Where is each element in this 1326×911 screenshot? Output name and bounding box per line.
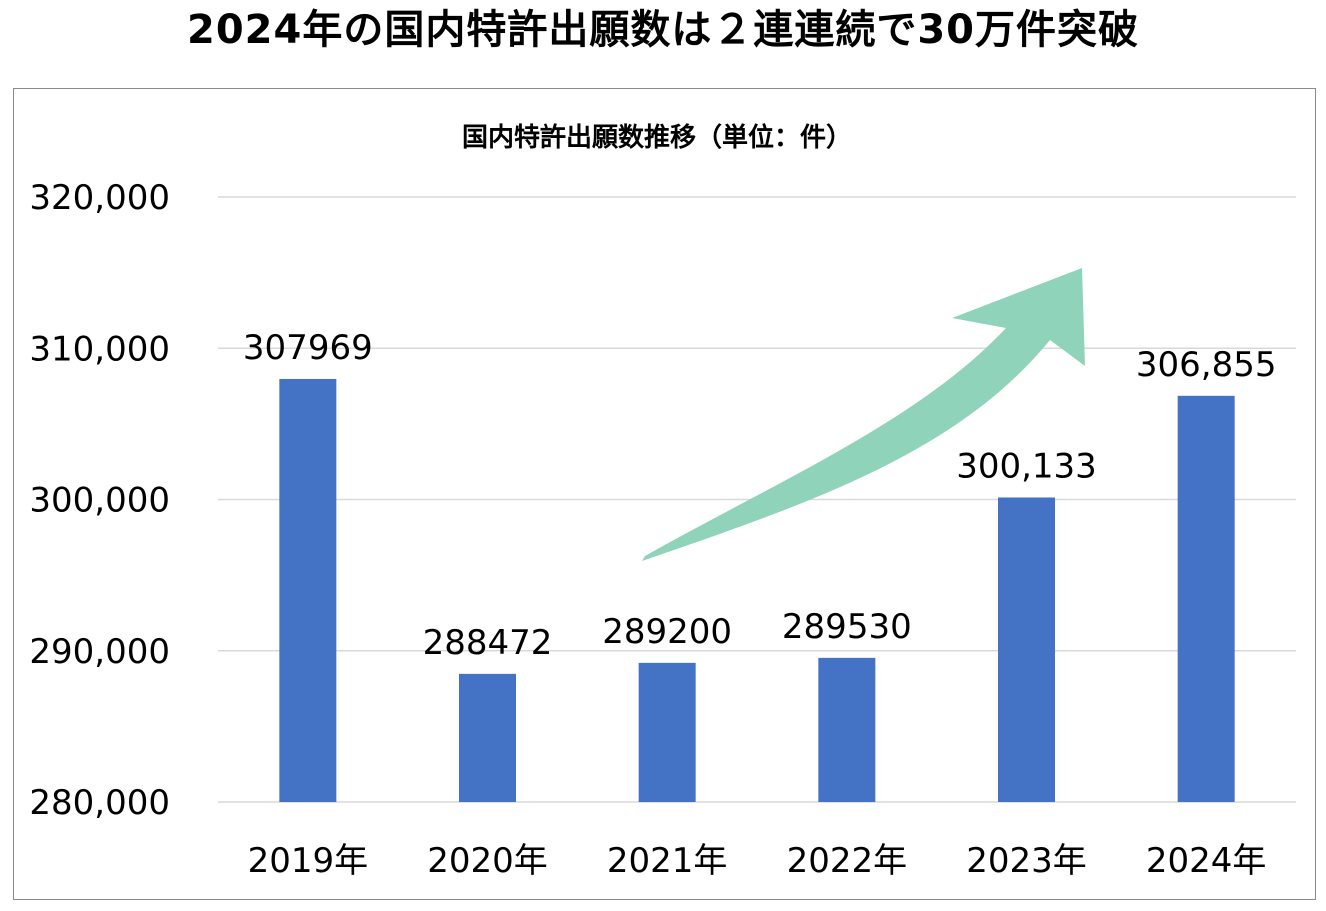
- y-tick-label: 290,000: [29, 632, 170, 672]
- bar: [639, 663, 696, 802]
- x-tick-label: 2021年: [607, 841, 728, 881]
- x-tick-label: 2023年: [966, 841, 1087, 881]
- y-tick-label: 280,000: [29, 783, 170, 823]
- y-axis-ticks: 280,000 290,000 300,000 310,000 320,000: [29, 178, 170, 823]
- x-axis-ticks: 2019年 2020年 2021年 2022年 2023年 2024年: [248, 841, 1267, 881]
- data-label: 289200: [602, 612, 732, 652]
- bar: [279, 379, 336, 802]
- x-tick-label: 2019年: [248, 841, 369, 881]
- data-label: 307969: [243, 328, 373, 368]
- y-tick-label: 320,000: [29, 178, 170, 218]
- x-tick-label: 2024年: [1146, 841, 1267, 881]
- y-tick-label: 300,000: [29, 481, 170, 521]
- bar: [818, 658, 875, 802]
- data-label: 289530: [782, 607, 912, 647]
- bar: [998, 497, 1055, 802]
- bars: [279, 379, 1234, 802]
- data-label: 306,855: [1136, 345, 1277, 385]
- bar: [459, 674, 516, 802]
- y-tick-label: 310,000: [29, 329, 170, 369]
- chart-title: 国内特許出願数推移（単位：件）: [462, 122, 852, 153]
- x-tick-label: 2022年: [787, 841, 908, 881]
- x-tick-label: 2020年: [427, 841, 548, 881]
- data-label: 288472: [423, 623, 553, 663]
- bar: [1178, 396, 1235, 802]
- data-label: 300,133: [956, 446, 1097, 486]
